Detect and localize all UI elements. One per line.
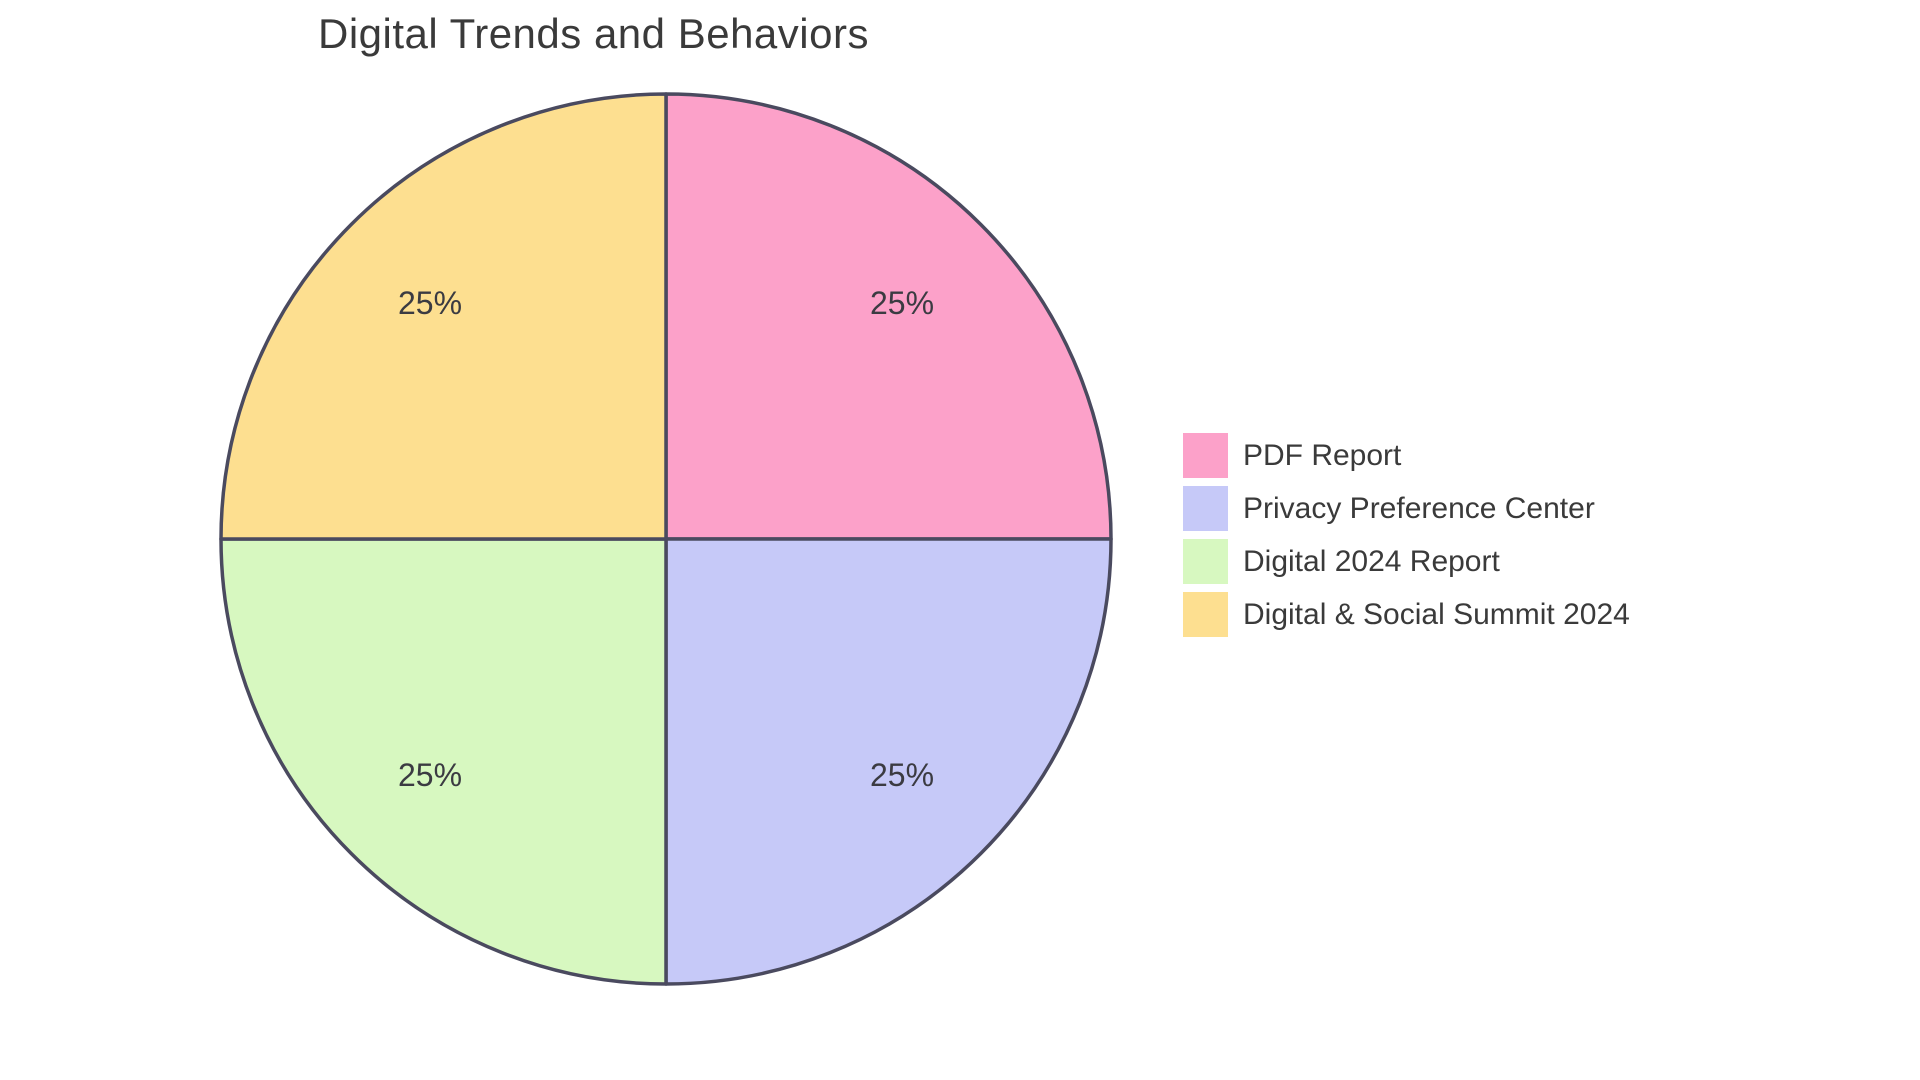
legend: PDF Report Privacy Preference Center Dig… (1183, 433, 1630, 645)
legend-swatch (1183, 539, 1228, 584)
legend-label: Digital & Social Summit 2024 (1243, 597, 1630, 631)
legend-swatch (1183, 486, 1228, 531)
legend-item: Privacy Preference Center (1183, 486, 1630, 531)
legend-item: Digital 2024 Report (1183, 539, 1630, 584)
pie-slice-0 (664, 92, 1113, 541)
pie-slice-2 (219, 537, 668, 986)
slice-percent-label: 25% (398, 757, 462, 793)
legend-item: PDF Report (1183, 433, 1630, 478)
slice-percent-label: 25% (398, 285, 462, 321)
slice-percent-label: 25% (870, 285, 934, 321)
pie-slice-1 (664, 537, 1113, 986)
legend-label: Digital 2024 Report (1243, 544, 1500, 578)
pie-slice-3 (219, 92, 668, 541)
legend-label: Privacy Preference Center (1243, 491, 1595, 525)
legend-swatch (1183, 592, 1228, 637)
legend-item: Digital & Social Summit 2024 (1183, 592, 1630, 637)
slice-percent-label: 25% (870, 757, 934, 793)
chart-title: Digital Trends and Behaviors (318, 10, 869, 57)
legend-label: PDF Report (1243, 438, 1402, 472)
legend-swatch (1183, 433, 1228, 478)
